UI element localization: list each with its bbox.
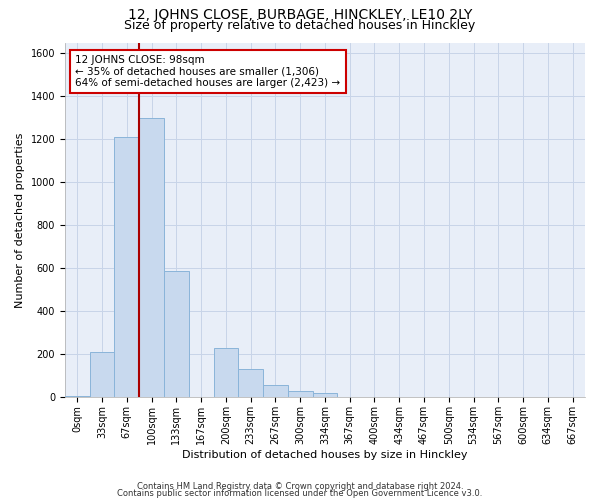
Text: 12, JOHNS CLOSE, BURBAGE, HINCKLEY, LE10 2LY: 12, JOHNS CLOSE, BURBAGE, HINCKLEY, LE10… <box>128 8 472 22</box>
Text: 12 JOHNS CLOSE: 98sqm
← 35% of detached houses are smaller (1,306)
64% of semi-d: 12 JOHNS CLOSE: 98sqm ← 35% of detached … <box>76 55 340 88</box>
Text: Contains HM Land Registry data © Crown copyright and database right 2024.: Contains HM Land Registry data © Crown c… <box>137 482 463 491</box>
Text: Size of property relative to detached houses in Hinckley: Size of property relative to detached ho… <box>124 18 476 32</box>
Bar <box>89 352 115 398</box>
Bar <box>115 137 139 398</box>
Text: Contains public sector information licensed under the Open Government Licence v3: Contains public sector information licen… <box>118 488 482 498</box>
Bar <box>214 348 238 398</box>
Bar <box>238 370 263 398</box>
Bar <box>288 391 313 398</box>
Bar <box>164 270 189 398</box>
Bar <box>313 393 337 398</box>
Bar <box>139 118 164 398</box>
Bar <box>65 396 89 398</box>
Y-axis label: Number of detached properties: Number of detached properties <box>15 132 25 308</box>
Bar <box>263 384 288 398</box>
X-axis label: Distribution of detached houses by size in Hinckley: Distribution of detached houses by size … <box>182 450 468 460</box>
